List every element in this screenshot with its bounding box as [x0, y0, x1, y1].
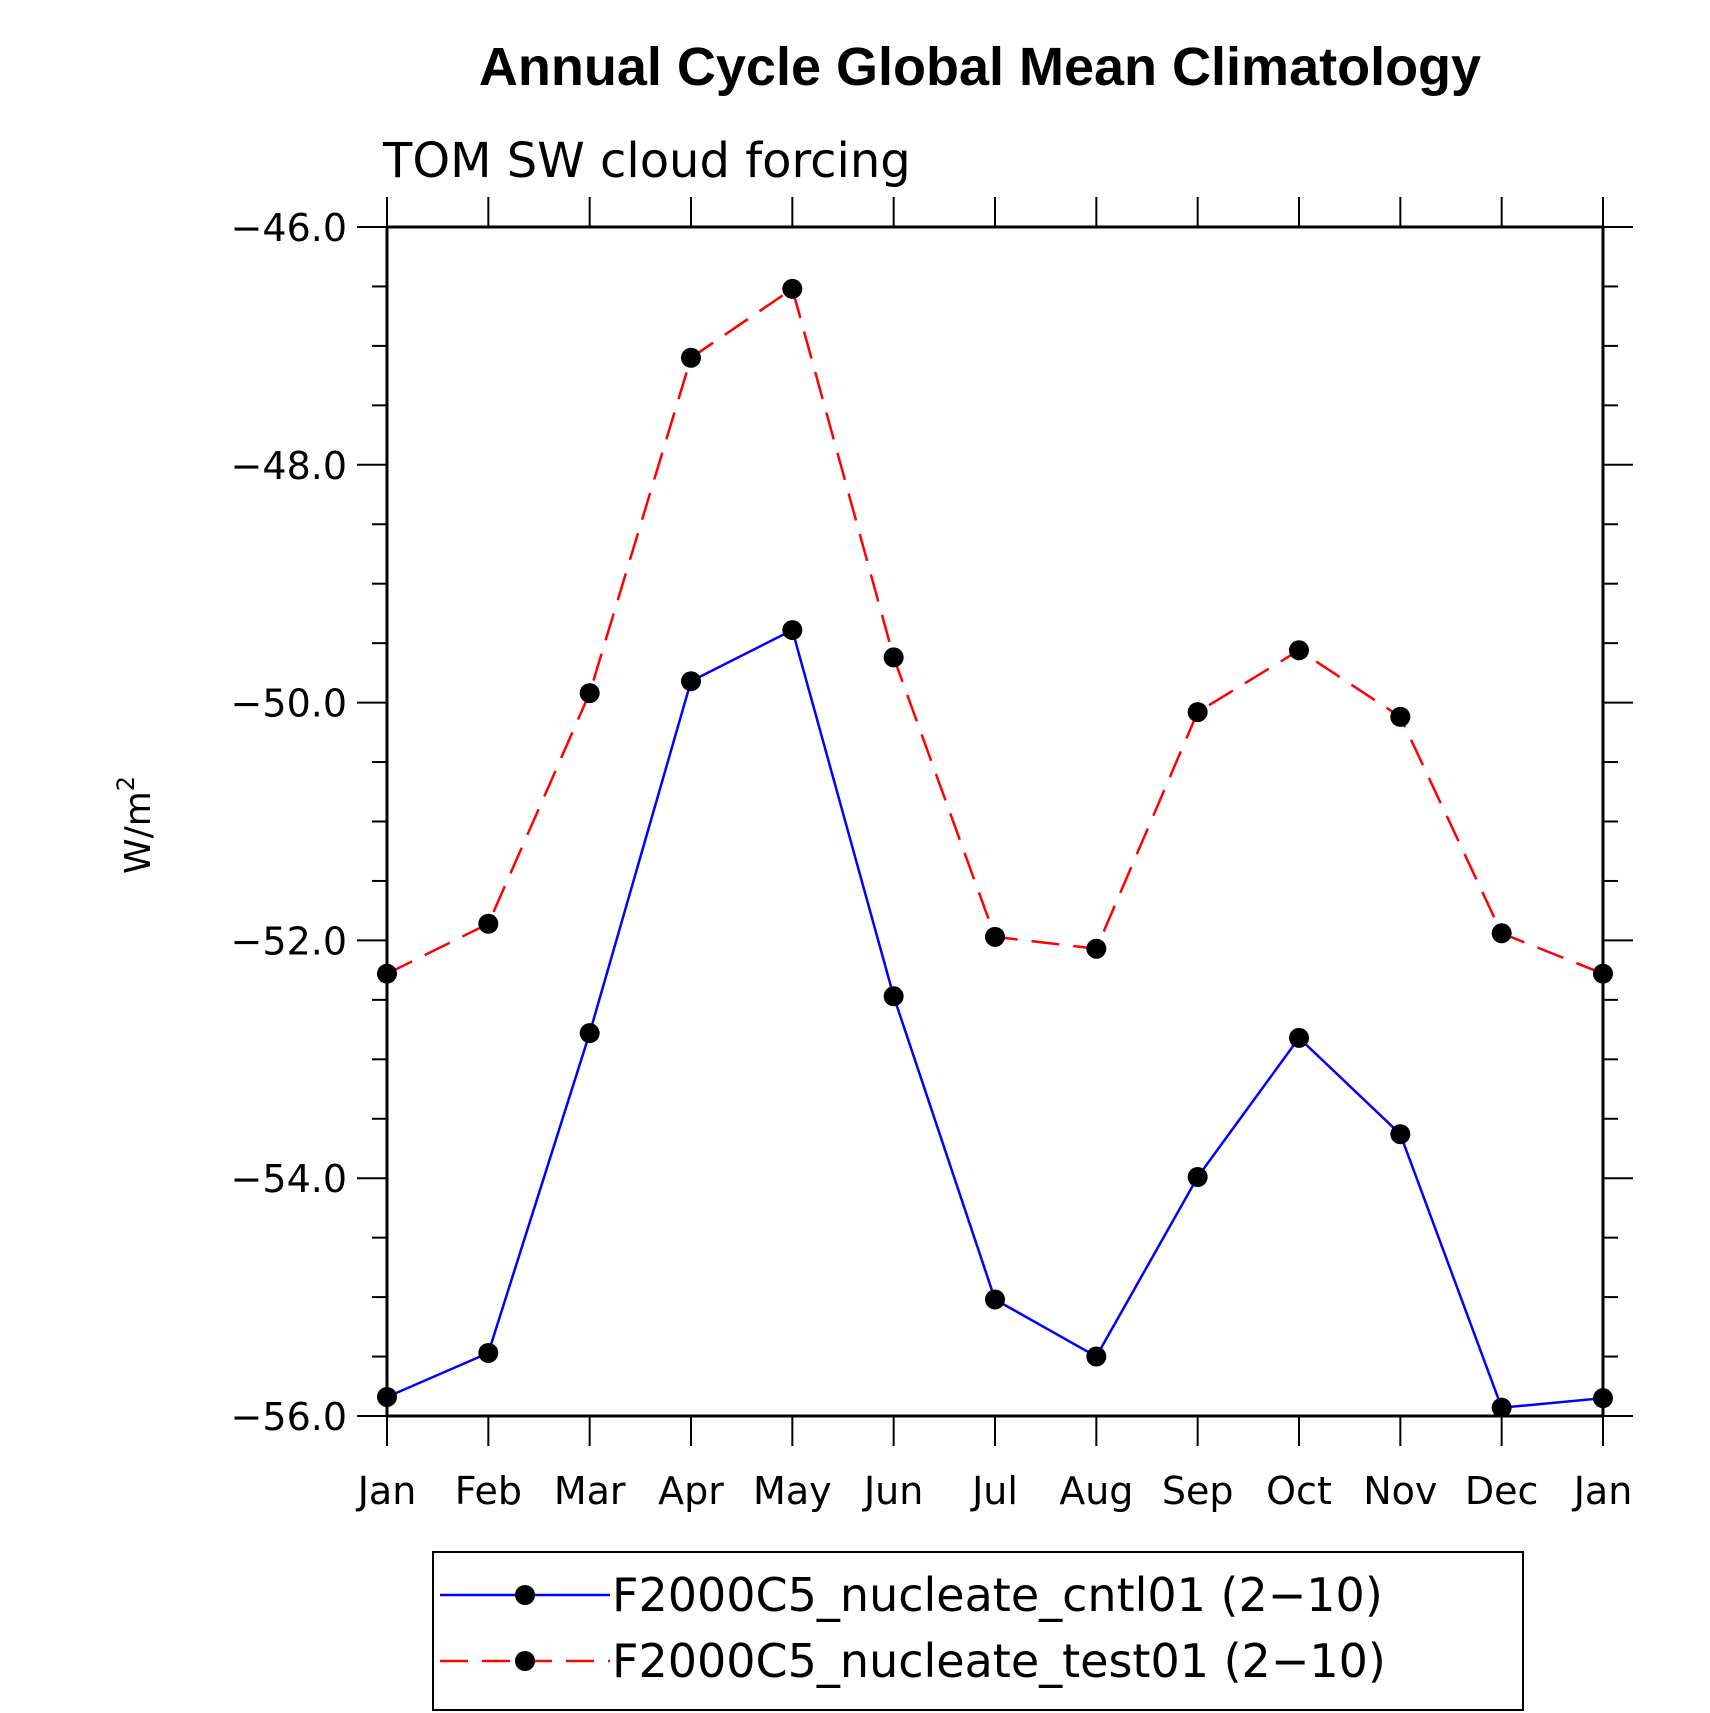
- series-1-point: [681, 671, 701, 692]
- legend-label-1: F2000C5_nucleate_cntl01 (2−10): [612, 1568, 1383, 1622]
- series-1-point: [1491, 1397, 1512, 1418]
- series-1-point: [1187, 1167, 1208, 1188]
- series-2-point: [377, 963, 397, 984]
- y-tick-label: −48.0: [231, 444, 347, 488]
- series-1-point: [1289, 1027, 1309, 1048]
- series-2-point: [883, 647, 904, 668]
- series-1-point: [1086, 1346, 1107, 1367]
- series-layer: [377, 278, 1613, 1418]
- x-tick-label: Feb: [455, 1469, 522, 1513]
- y-axis-label: W/m2: [112, 776, 159, 874]
- series-1-point: [985, 1289, 1005, 1310]
- x-tick-label: Mar: [554, 1469, 626, 1513]
- y-axis: −46.0 −48.0 −50.0 −52.0 −54.0 −56.0: [231, 206, 1633, 1439]
- series-1-point: [478, 1342, 499, 1363]
- x-tick-label: Dec: [1465, 1469, 1539, 1513]
- series-2-point: [985, 926, 1005, 947]
- legend-marker-1: [515, 1585, 535, 1605]
- series-line-2: [386, 286, 1604, 975]
- series-1-point: [883, 986, 904, 1007]
- series-1-point: [1390, 1124, 1411, 1145]
- x-tick-label: May: [753, 1469, 832, 1513]
- legend-marker-2: [515, 1651, 535, 1671]
- x-tick-label: Apr: [658, 1469, 724, 1513]
- y-tick-label: −50.0: [231, 682, 347, 726]
- y-tick-label: −56.0: [231, 1395, 347, 1439]
- y-axis-label-exponent: 2: [112, 776, 140, 791]
- x-tick-label: Oct: [1266, 1469, 1332, 1513]
- x-tick-label: Aug: [1059, 1469, 1133, 1513]
- x-tick-label: Nov: [1363, 1469, 1437, 1513]
- series-1-point: [782, 620, 803, 641]
- series-1-point: [579, 1023, 600, 1044]
- series-2-point: [1086, 938, 1107, 959]
- series-1-point: [377, 1386, 397, 1407]
- x-tick-label: Jul: [970, 1469, 1018, 1513]
- legend: F2000C5_nucleate_cntl01 (2−10) F2000C5_nu…: [432, 1551, 1524, 1711]
- y-axis-label-unit: W/m: [118, 791, 159, 874]
- x-tick-label: Jan: [356, 1469, 417, 1513]
- series-2-point: [1289, 640, 1309, 661]
- chart-subtitle: TOM SW cloud forcing: [382, 133, 911, 189]
- series-2-point: [1187, 702, 1208, 723]
- series-1-point: [1593, 1388, 1613, 1409]
- series-2-point: [579, 683, 600, 704]
- chart-title: Annual Cycle Global Mean Climatology: [479, 37, 1481, 97]
- series-2-point: [478, 913, 499, 934]
- x-tick-label: Jun: [862, 1469, 923, 1513]
- series-2-point: [1491, 923, 1512, 944]
- legend-box: [432, 1551, 1524, 1711]
- x-axis: Jan Feb Mar Apr May Jun Jul Aug Sep Oct Nov Dec Jan: [356, 197, 1633, 1513]
- y-tick-label: −52.0: [231, 919, 347, 963]
- legend-label-2: F2000C5_nucleate_test01 (2−10): [612, 1634, 1386, 1688]
- series-2-point: [782, 278, 803, 299]
- plot-frame: [385, 225, 1605, 1418]
- x-tick-label: Sep: [1162, 1469, 1234, 1513]
- series-2-point: [1593, 963, 1613, 984]
- series-2-point: [1390, 706, 1411, 727]
- y-tick-label: −46.0: [231, 206, 347, 250]
- x-tick-label: Jan: [1572, 1469, 1633, 1513]
- y-tick-label: −54.0: [231, 1157, 347, 1201]
- series-2-point: [681, 347, 701, 368]
